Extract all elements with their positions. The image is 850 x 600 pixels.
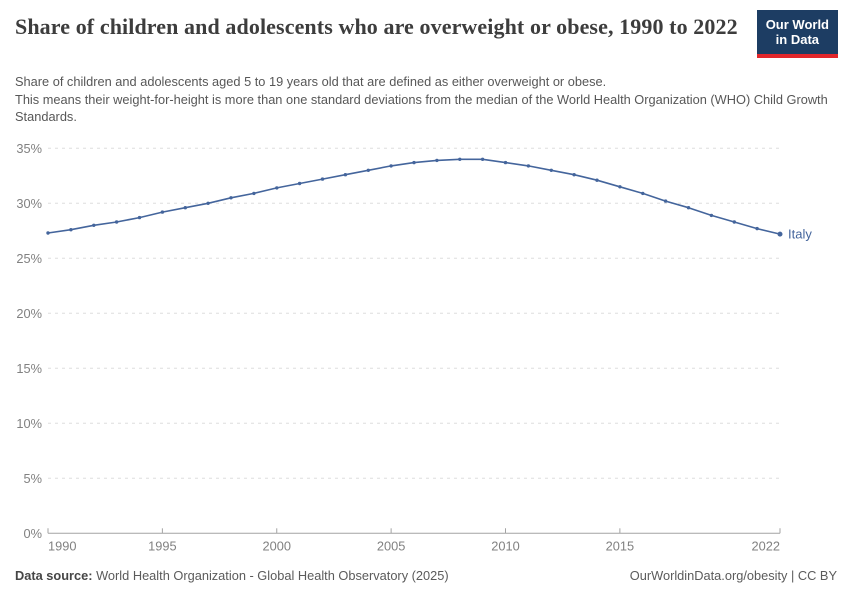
data-point-2007[interactable] — [435, 158, 439, 163]
owid-logo[interactable]: Our World in Data — [756, 10, 838, 58]
y-axis-label-35: 35% — [16, 141, 42, 156]
y-axis-label-20: 20% — [16, 306, 42, 321]
data-point-2020[interactable] — [732, 220, 736, 224]
data-point-2019[interactable] — [709, 213, 714, 218]
data-point-2009[interactable] — [480, 157, 485, 161]
data-point-1996[interactable] — [183, 206, 187, 210]
data-point-2014[interactable] — [595, 178, 599, 182]
owid-logo-line2: in Data — [775, 32, 820, 48]
x-axis-label-1995: 1995 — [148, 538, 176, 553]
data-point-1993[interactable] — [114, 220, 119, 224]
data-point-2013[interactable] — [572, 173, 576, 177]
data-point-2022[interactable] — [777, 231, 783, 237]
data-point-2016[interactable] — [641, 191, 645, 196]
y-axis-label-25: 25% — [16, 251, 42, 266]
data-point-2017[interactable] — [663, 199, 668, 203]
subtitle-line-1: Share of children and adolescents aged 5… — [15, 74, 607, 89]
data-point-2003[interactable] — [343, 173, 348, 177]
chart-footer: Data source: World Health Organization -… — [15, 568, 837, 583]
data-point-1997[interactable] — [206, 201, 210, 205]
y-axis-label-10: 10% — [16, 416, 42, 431]
data-point-2004[interactable] — [366, 168, 370, 172]
data-point-2005[interactable] — [389, 164, 393, 168]
data-point-1994[interactable] — [137, 215, 142, 220]
data-point-1999[interactable] — [252, 191, 256, 196]
owid-logo-line1: Our World — [765, 17, 829, 32]
data-point-1990[interactable] — [46, 231, 50, 235]
data-point-2002[interactable] — [320, 177, 325, 181]
data-point-1991[interactable] — [69, 228, 73, 232]
data-point-2021[interactable] — [755, 226, 759, 231]
data-point-2000[interactable] — [275, 186, 279, 190]
x-axis-label-2010: 2010 — [491, 538, 519, 553]
x-axis-label-1990: 1990 — [48, 538, 76, 553]
data-point-1995[interactable] — [160, 210, 165, 214]
x-axis-label-2000: 2000 — [263, 538, 291, 553]
data-point-2018[interactable] — [686, 206, 691, 210]
y-axis-label-30: 30% — [16, 196, 42, 211]
data-point-2008[interactable] — [458, 157, 462, 161]
chart-title: Share of children and adolescents who ar… — [15, 14, 738, 39]
x-axis-label-2015: 2015 — [606, 538, 634, 553]
data-point-1992[interactable] — [92, 223, 96, 227]
y-axis-label-5: 5% — [24, 471, 43, 486]
line-chart[interactable]: 0% 5% 10% 15% 20% 25% 30% 35% 1990 1995 2000 2005 20… — [0, 136, 850, 556]
x-axis-label-2022: 2022 — [752, 538, 780, 553]
data-point-2012[interactable] — [549, 168, 553, 172]
y-axis-label-15: 15% — [16, 361, 42, 376]
data-point-2006[interactable] — [412, 160, 416, 165]
subtitle-line-2: This means their weight-for-height is mo… — [15, 91, 828, 125]
chart-subtitle: Share of children and adolescents aged 5… — [15, 73, 837, 126]
data-point-2010[interactable] — [503, 160, 508, 165]
y-axis-label-0: 0% — [24, 526, 43, 541]
data-source-text: World Health Organization - Global Healt… — [92, 568, 449, 583]
data-point-1998[interactable] — [229, 196, 233, 200]
series-end-label[interactable]: Italy — [788, 227, 812, 242]
credit-license[interactable]: OurWorldinData.org/obesity | CC BY — [629, 568, 837, 583]
data-point-2011[interactable] — [526, 164, 531, 168]
data-point-2001[interactable] — [297, 181, 302, 186]
data-point-2015[interactable] — [618, 185, 622, 189]
series-line-italy[interactable] — [47, 158, 781, 235]
data-source: Data source: World Health Organization -… — [15, 568, 449, 583]
data-source-label: Data source: — [15, 568, 93, 583]
x-axis-label-2005: 2005 — [377, 538, 405, 553]
